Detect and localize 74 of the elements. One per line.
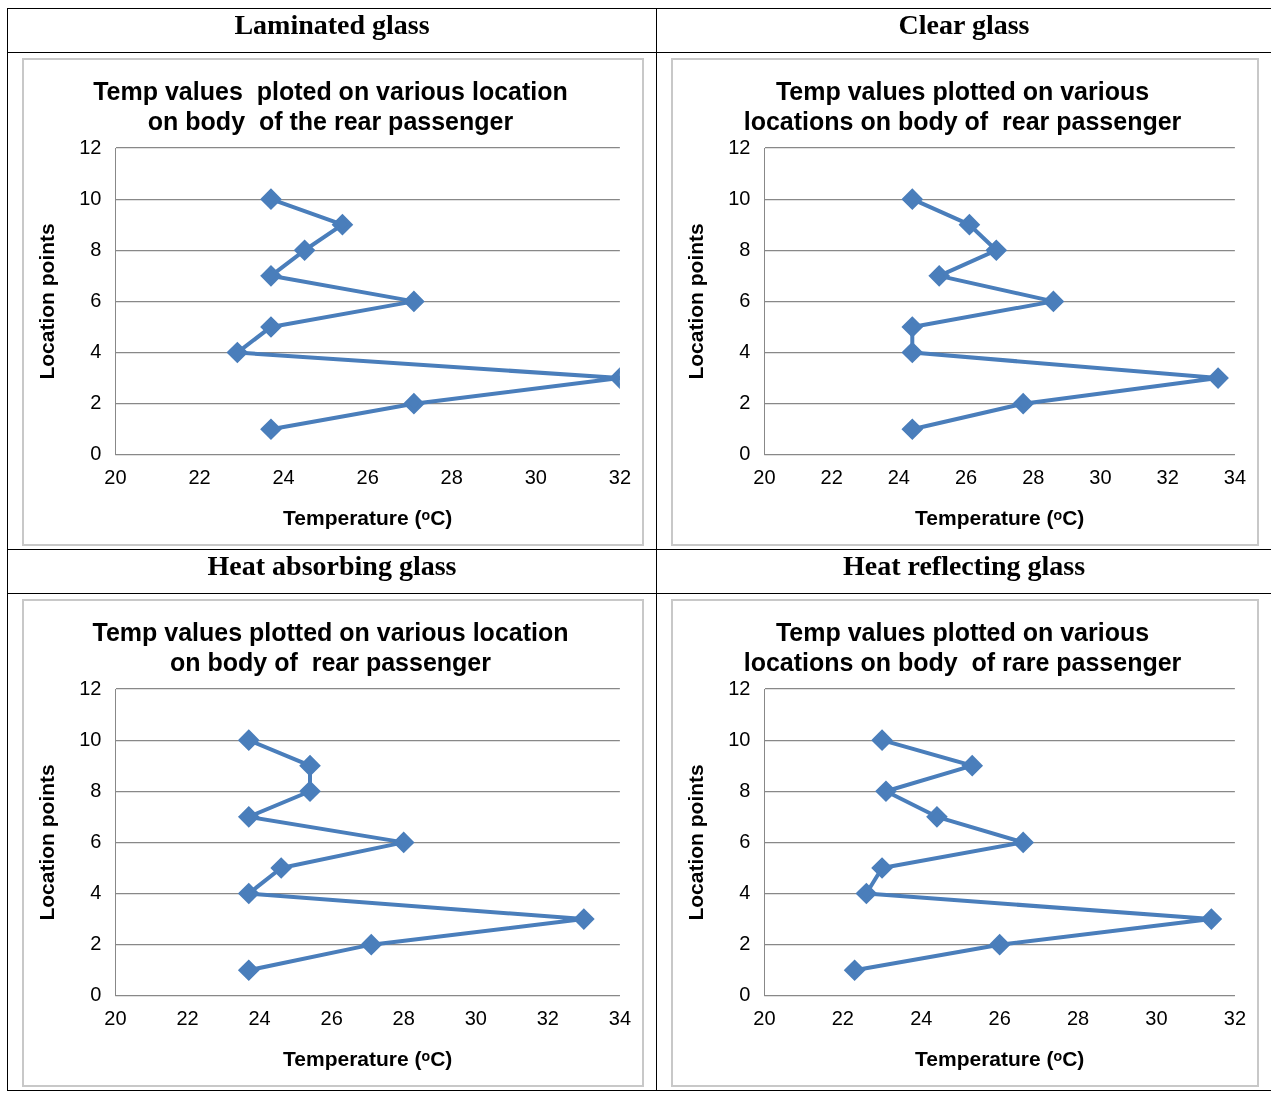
x-tick-label: 30 xyxy=(464,1007,487,1030)
y-tick-label: 6 xyxy=(90,829,102,852)
x-tick-label: 22 xyxy=(176,1007,199,1030)
y-axis-title: Location points xyxy=(684,764,708,921)
x-tick-label: 32 xyxy=(608,466,631,489)
x-axis-title: Temperature (ᵒC) xyxy=(283,1047,453,1071)
y-tick-label: 2 xyxy=(739,391,751,414)
x-tick-label: 24 xyxy=(887,466,910,489)
x-tick-label: 28 xyxy=(1066,1007,1090,1030)
x-tick-label: 24 xyxy=(248,1007,271,1030)
y-tick-label: 2 xyxy=(90,391,102,414)
y-tick-label: 4 xyxy=(739,340,751,363)
y-tick-label: 0 xyxy=(739,983,751,1006)
y-tick-label: 2 xyxy=(90,932,102,955)
y-tick-label: 6 xyxy=(739,829,751,852)
x-tick-label: 30 xyxy=(1145,1007,1168,1030)
y-tick-label: 8 xyxy=(90,237,102,260)
x-tick-label: 34 xyxy=(608,1007,631,1030)
x-axis-title: Temperature (ᵒC) xyxy=(915,506,1085,530)
y-tick-label: 0 xyxy=(90,983,102,1006)
x-tick-label: 32 xyxy=(1156,466,1179,489)
y-tick-label: 6 xyxy=(739,288,751,311)
y-tick-label: 4 xyxy=(90,881,102,904)
x-axis-title: Temperature (ᵒC) xyxy=(283,506,453,530)
x-tick-label: 22 xyxy=(820,466,843,489)
x-tick-label: 26 xyxy=(320,1007,343,1030)
y-axis-title: Location points xyxy=(684,223,708,380)
x-tick-label: 28 xyxy=(392,1007,415,1030)
y-tick-label: 8 xyxy=(739,778,751,801)
x-tick-label: 20 xyxy=(753,466,776,489)
chart-title: Heat absorbing glass xyxy=(8,550,656,594)
x-tick-label: 26 xyxy=(988,1007,1011,1030)
x-tick-label: 28 xyxy=(440,466,463,489)
x-axis-title: Temperature (ᵒC) xyxy=(915,1047,1085,1071)
x-tick-label: 24 xyxy=(272,466,295,489)
x-tick-label: 22 xyxy=(831,1007,854,1030)
chart-subtitle: Temp values plotted on various locations on body of rare passenger xyxy=(743,617,1182,676)
chart-subtitle: Temp values plotted on various location on body of rear passenger xyxy=(92,617,569,676)
chart-subtitle: Temp values ploted on various location on body of the rear passenger xyxy=(93,76,568,135)
x-tick-label: 20 xyxy=(104,1007,127,1030)
chart-title: Clear glass xyxy=(657,9,1271,53)
x-tick-label: 30 xyxy=(524,466,547,489)
y-tick-label: 4 xyxy=(739,881,751,904)
y-tick-label: 2 xyxy=(739,932,751,955)
y-tick-label: 10 xyxy=(728,186,751,209)
chart-title: Laminated glass xyxy=(8,9,656,53)
x-tick-label: 30 xyxy=(1089,466,1112,489)
y-tick-label: 10 xyxy=(79,727,102,750)
y-tick-label: 10 xyxy=(728,727,751,750)
y-tick-label: 12 xyxy=(728,135,751,158)
y-tick-label: 12 xyxy=(79,135,102,158)
x-tick-label: 32 xyxy=(1223,1007,1246,1030)
y-tick-label: 12 xyxy=(728,676,751,699)
y-tick-label: 4 xyxy=(90,340,102,363)
y-axis-title: Location points xyxy=(35,223,59,380)
x-tick-label: 32 xyxy=(536,1007,559,1030)
y-axis-title: Location points xyxy=(35,764,59,921)
chart-title: Heat reflecting glass xyxy=(657,550,1271,594)
x-tick-label: 20 xyxy=(104,466,127,489)
y-tick-label: 0 xyxy=(739,442,751,465)
y-tick-label: 12 xyxy=(79,676,102,699)
y-tick-label: 0 xyxy=(90,442,102,465)
x-tick-label: 28 xyxy=(1022,466,1045,489)
y-tick-label: 6 xyxy=(90,288,102,311)
y-tick-label: 8 xyxy=(90,778,102,801)
y-tick-label: 10 xyxy=(79,186,102,209)
x-tick-label: 26 xyxy=(356,466,379,489)
x-tick-label: 20 xyxy=(753,1007,776,1030)
chart-subtitle: Temp values plotted on various locations on body of rear passenger xyxy=(743,76,1182,135)
x-tick-label: 24 xyxy=(910,1007,933,1030)
x-tick-label: 26 xyxy=(954,466,978,489)
x-tick-label: 34 xyxy=(1223,466,1246,489)
y-tick-label: 8 xyxy=(739,237,751,260)
x-tick-label: 22 xyxy=(188,466,211,489)
